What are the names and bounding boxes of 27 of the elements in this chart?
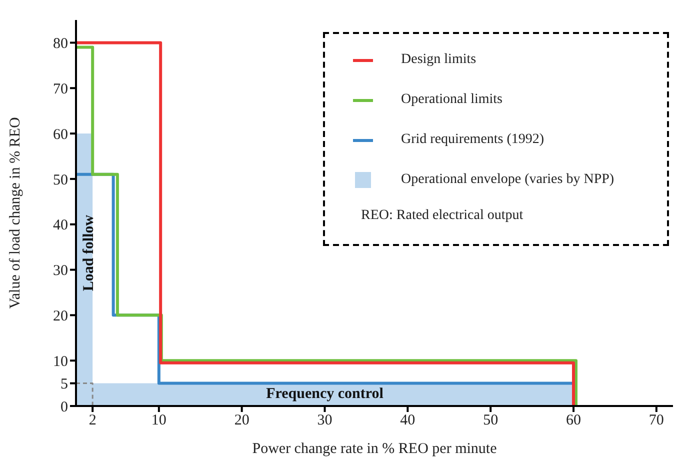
legend-label: Design limits: [401, 52, 476, 68]
y-tick-label: 60: [53, 126, 68, 143]
legend-label: Operational envelope (varies by NPP): [401, 172, 614, 188]
y-tick-label: 40: [53, 218, 68, 234]
y-tick-label: 10: [53, 354, 68, 370]
x-tick-label: 50: [483, 412, 498, 429]
y-tick-label: 70: [53, 81, 68, 98]
annotation: Frequency control: [266, 386, 384, 402]
y-tick-label: 0: [60, 399, 68, 416]
y-tick-label: 80: [53, 36, 68, 52]
x-tick-label: 2: [88, 412, 96, 429]
x-tick-label: 30: [317, 412, 332, 429]
legend-label: Operational limits: [401, 92, 502, 108]
y-tick-label: 30: [53, 263, 68, 280]
annotation: REO: Rated electrical output: [361, 208, 524, 224]
x-tick-label: 10: [151, 412, 166, 429]
y-tick-label: 20: [53, 308, 68, 324]
x-tick-label: 40: [400, 412, 416, 429]
x-tick-label: 70: [648, 412, 664, 429]
x-tick-label: 60: [566, 412, 581, 429]
y-tick-label: 50: [53, 172, 68, 188]
x-axis-title: Power change rate in % REO per minute: [252, 441, 498, 457]
legend-label: Grid requirements (1992): [401, 132, 544, 148]
y-tick-label: 5: [60, 376, 68, 393]
y-axis-title: Value of load change in % REO: [7, 117, 24, 309]
x-tick-label: 20: [234, 412, 250, 429]
annotation: Load follow: [81, 214, 97, 292]
